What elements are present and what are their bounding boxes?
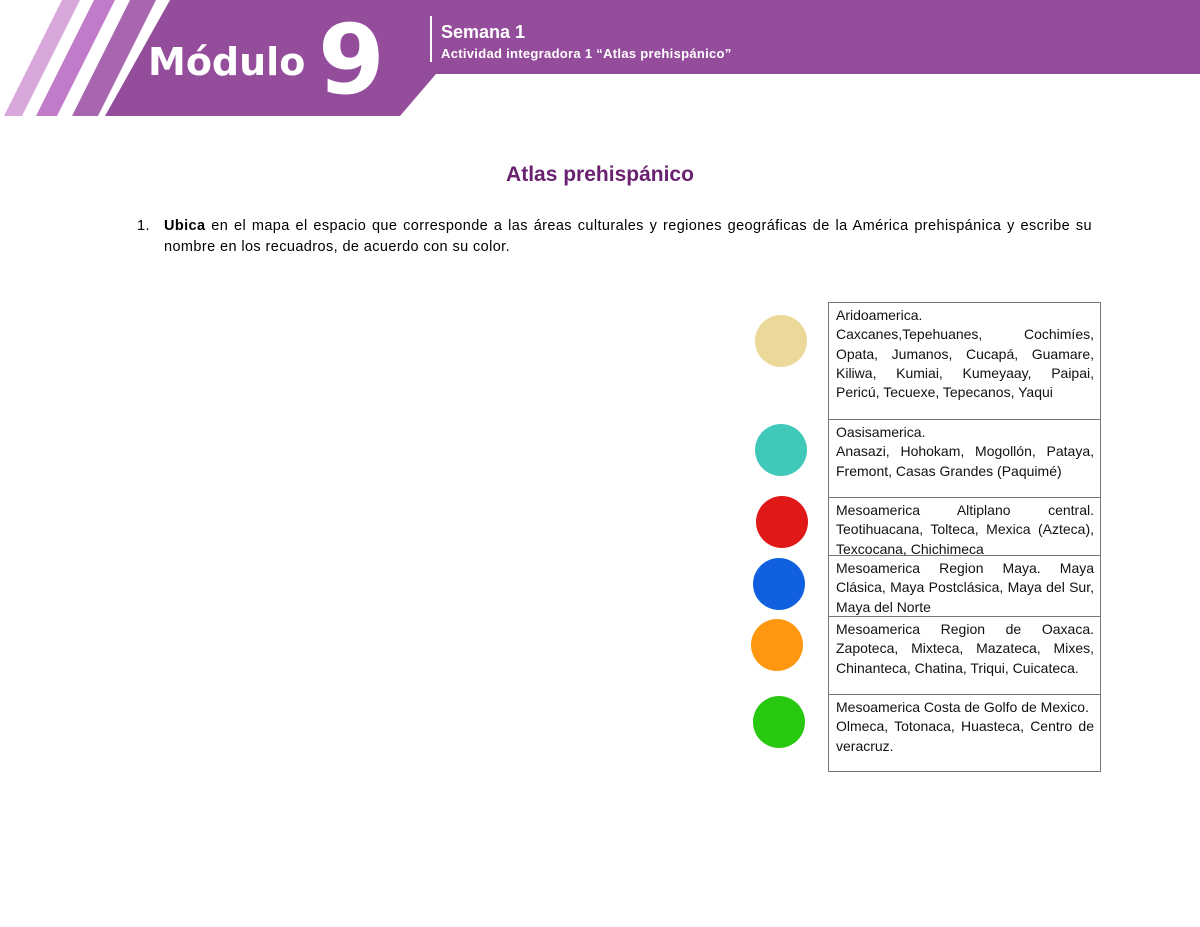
divider: [430, 16, 432, 62]
header-banner: [4, 0, 1200, 116]
color-dot-altiplano: [756, 496, 808, 548]
activity-label: Actividad integradora 1 “Atlas prehispán…: [441, 46, 732, 61]
row-text: Olmeca, Totonaca, Huasteca, Centro de ve…: [836, 718, 1094, 754]
module-number: 9: [318, 4, 385, 116]
row-text: Caxcanes,Tepehuanes, Cochimíes, Opata, J…: [836, 326, 1094, 401]
row-heading: Mesoamerica Region de Oaxaca.: [836, 621, 1094, 637]
color-dot-golfo: [753, 696, 805, 748]
row-text: Anasazi, Hohokam, Mogollón, Pataya, Frem…: [836, 443, 1094, 479]
stripe: [72, 0, 156, 116]
legend-row: Mesoamerica Region de Oaxaca. Zapoteca, …: [829, 617, 1100, 695]
legend-row: Mesoamerica Region Maya. Maya Clásica, M…: [829, 556, 1100, 617]
row-heading: Mesoamerica Region Maya.: [836, 560, 1041, 576]
legend-row: Aridoamerica. Caxcanes,Tepehuanes, Cochim…: [829, 303, 1100, 420]
instruction-text: en el mapa el espacio que corresponde a …: [164, 218, 1092, 255]
row-text: Maya Clásica, Maya Postclásica, Maya del…: [836, 560, 1095, 615]
instruction-number: 1.: [137, 218, 150, 234]
week-label: Semana 1: [441, 22, 526, 42]
color-dot-maya: [753, 558, 805, 610]
legend-table: Aridoamerica. Caxcanes,Tepehuanes, Cochim…: [828, 302, 1101, 772]
instruction-bold: Ubica: [164, 218, 206, 234]
row-text: Teotihuacana, Tolteca, Mexica (Azteca), …: [836, 521, 1094, 557]
row-text: Zapoteca, Mixteca, Mazateca, Mixes, Chin…: [836, 640, 1094, 676]
stripe: [36, 0, 115, 116]
color-dot-oasisamerica: [755, 424, 807, 476]
row-heading: Aridoamerica.: [836, 307, 923, 323]
legend-row: Mesoamerica Altiplano central. Teotihuac…: [829, 498, 1100, 557]
stripe: [4, 0, 80, 116]
color-dot-aridoamerica: [755, 315, 807, 367]
color-dot-oaxaca: [751, 619, 803, 671]
row-heading: Mesoamerica Costa de Golfo de Mexico.: [836, 699, 1089, 715]
row-heading: Mesoamerica Altiplano central.: [836, 502, 1094, 518]
legend-row: Mesoamerica Costa de Golfo de Mexico. Olm…: [829, 695, 1100, 772]
banner-shape: [105, 0, 1200, 116]
module-label: Módulo: [148, 40, 306, 84]
instruction: 1. Ubica en el mapa el espacio que corre…: [137, 216, 1092, 258]
legend-row: Oasisamerica. Anasazi, Hohokam, Mogollón,…: [829, 420, 1100, 498]
row-heading: Oasisamerica.: [836, 424, 926, 440]
page-title: Atlas prehispánico: [506, 163, 694, 186]
